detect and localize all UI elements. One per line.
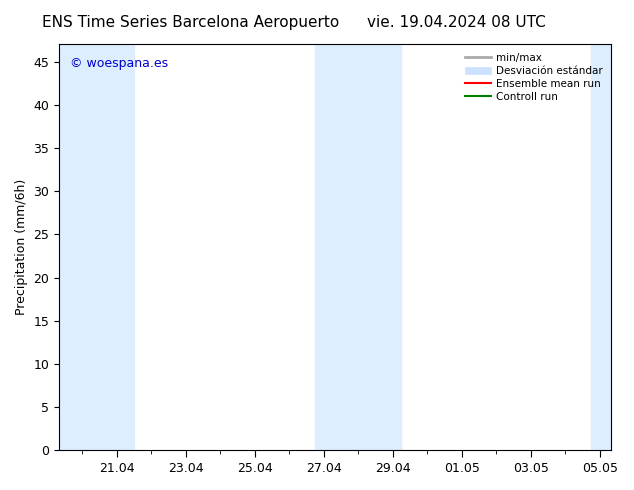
- Text: ENS Time Series Barcelona Aeropuerto: ENS Time Series Barcelona Aeropuerto: [42, 15, 339, 30]
- Text: © woespana.es: © woespana.es: [70, 56, 168, 70]
- Bar: [59, 45, 134, 450]
- Text: vie. 19.04.2024 08 UTC: vie. 19.04.2024 08 UTC: [367, 15, 546, 30]
- Bar: [315, 45, 401, 450]
- Bar: [591, 45, 611, 450]
- Legend: min/max, Desviación estándar, Ensemble mean run, Controll run: min/max, Desviación estándar, Ensemble m…: [462, 49, 606, 105]
- Y-axis label: Precipitation (mm/6h): Precipitation (mm/6h): [15, 179, 28, 316]
